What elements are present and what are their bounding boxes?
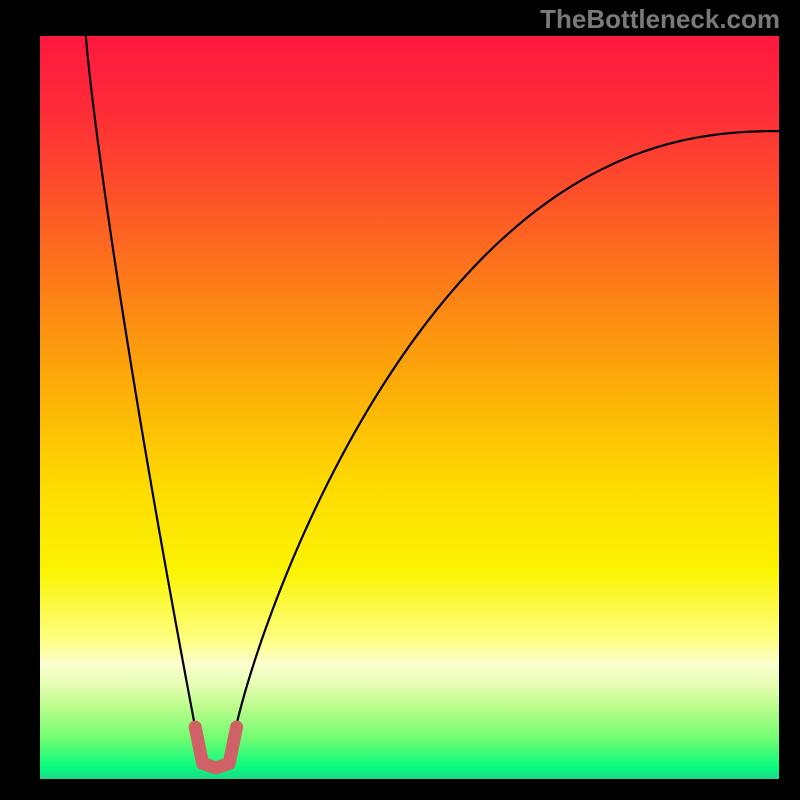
chart-container: TheBottleneck.com	[0, 0, 800, 800]
watermark-text: TheBottleneck.com	[540, 4, 780, 35]
optimal-marker	[195, 727, 236, 768]
curve-left-branch	[86, 36, 200, 751]
curve-right-branch	[231, 131, 779, 751]
plot-area	[40, 36, 779, 779]
curve-layer	[40, 36, 779, 779]
